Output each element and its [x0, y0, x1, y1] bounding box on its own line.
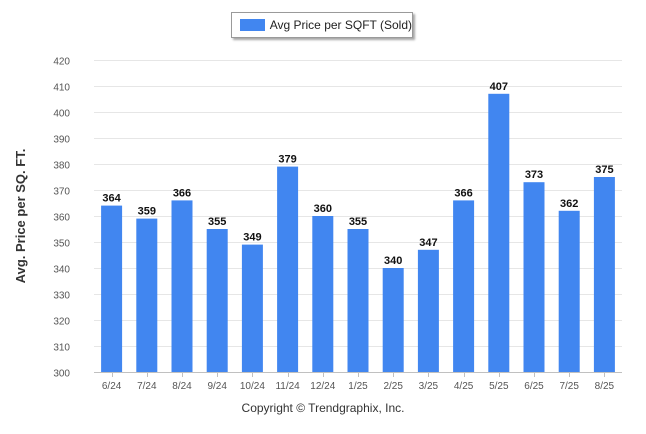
bar [593, 177, 615, 372]
x-tick-label: 6/25 [524, 381, 544, 392]
bar [453, 200, 475, 372]
y-tick-label: 420 [53, 57, 70, 68]
x-tick-label: 10/24 [240, 381, 265, 392]
bar [136, 218, 158, 372]
y-tick-label: 370 [53, 187, 70, 198]
x-tick-label: 7/24 [137, 381, 157, 392]
y-tick-label: 320 [53, 317, 70, 328]
y-tick-label: 360 [53, 213, 70, 224]
bar [558, 210, 580, 372]
copyright-footer: Copyright © Trendgraphix, Inc. [241, 401, 405, 415]
x-tick-label: 8/24 [172, 381, 192, 392]
bar [241, 244, 263, 372]
y-tick-label: 410 [53, 83, 70, 94]
y-tick-label: 400 [53, 109, 70, 120]
data-label: 360 [314, 203, 332, 215]
x-tick-label: 1/25 [348, 381, 368, 392]
legend-swatch [240, 19, 265, 31]
bar [417, 249, 439, 372]
bar [206, 229, 228, 372]
y-tick-label: 330 [53, 291, 70, 302]
data-label: 359 [138, 206, 156, 218]
y-tick-label: 350 [53, 239, 70, 250]
x-tick-label: 6/24 [102, 381, 122, 392]
bar [347, 229, 369, 372]
data-label: 366 [454, 187, 472, 199]
y-tick-label: 340 [53, 265, 70, 276]
data-label: 355 [349, 216, 367, 228]
x-tick-label: 3/25 [419, 381, 439, 392]
data-label: 407 [490, 81, 508, 93]
data-label: 364 [102, 193, 121, 205]
data-label: 349 [243, 232, 261, 244]
legend-label: Avg Price per SQFT (Sold) [269, 18, 412, 32]
data-label: 340 [384, 255, 402, 267]
bar [101, 205, 123, 372]
data-label: 347 [419, 237, 437, 249]
x-tick-label: 9/24 [207, 381, 227, 392]
bar [312, 216, 334, 372]
y-tick-label: 390 [53, 135, 70, 146]
bar [277, 166, 299, 372]
data-label: 373 [525, 169, 543, 181]
data-label: 375 [595, 164, 613, 176]
bar [171, 200, 193, 372]
x-tick-label: 11/24 [275, 381, 300, 392]
x-tick-label: 7/25 [559, 381, 579, 392]
data-label: 355 [208, 216, 226, 228]
x-tick-label: 2/25 [383, 381, 403, 392]
x-tick-label: 4/25 [454, 381, 474, 392]
x-tick-label: 5/25 [489, 381, 509, 392]
legend: Avg Price per SQFT (Sold) [231, 12, 413, 38]
bar [488, 93, 510, 373]
x-tick-label: 12/24 [310, 381, 335, 392]
data-label: 362 [560, 198, 578, 210]
x-tick-label: 8/25 [595, 381, 615, 392]
bar [523, 182, 545, 372]
y-tick-label: 300 [53, 369, 70, 380]
y-tick-label: 310 [53, 343, 70, 354]
y-tick-label: 380 [53, 161, 70, 172]
data-label: 366 [173, 187, 191, 199]
bar [382, 268, 404, 372]
data-label: 379 [278, 154, 296, 166]
